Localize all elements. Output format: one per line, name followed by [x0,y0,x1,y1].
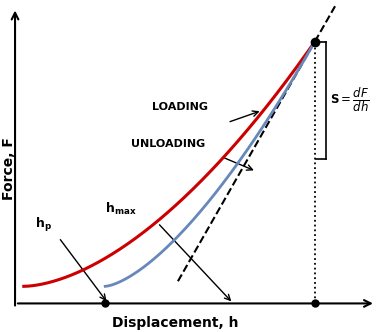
Text: Displacement, h: Displacement, h [112,316,238,330]
Text: Force, F: Force, F [2,137,16,200]
Text: $\mathbf{h_{max}}$: $\mathbf{h_{max}}$ [105,201,137,217]
Text: LOADING: LOADING [152,102,208,112]
Text: UNLOADING: UNLOADING [131,139,206,149]
Text: $\mathbf{S}{=}\dfrac{dF}{dh}$: $\mathbf{S}{=}\dfrac{dF}{dh}$ [330,87,370,115]
Text: $\mathbf{h_p}$: $\mathbf{h_p}$ [36,216,52,234]
